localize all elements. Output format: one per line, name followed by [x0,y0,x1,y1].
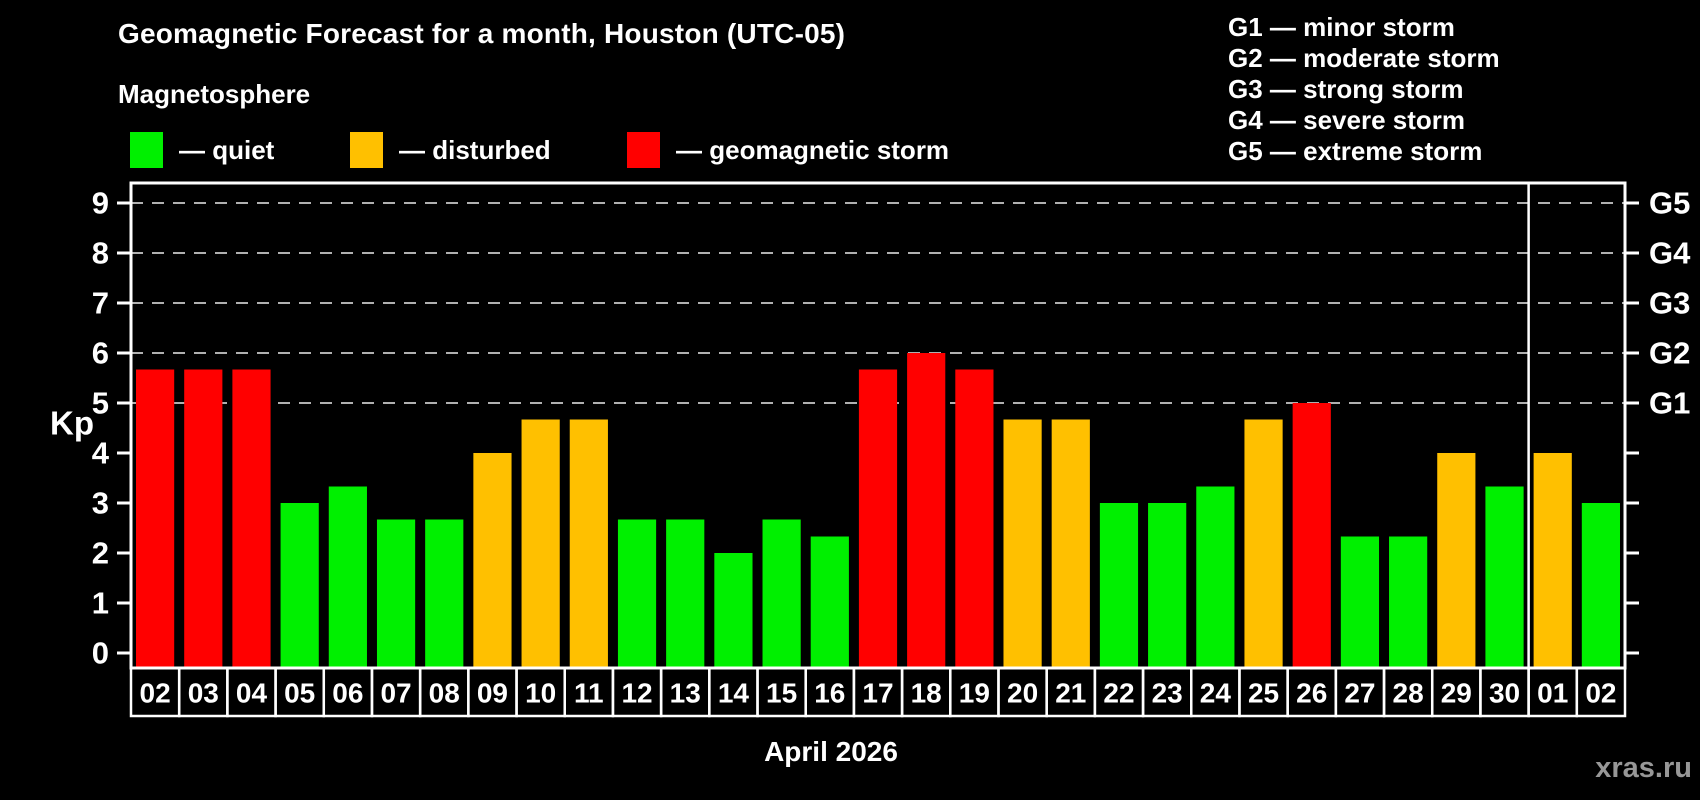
bar-01 [1533,453,1572,668]
date-label-29: 29 [1441,678,1472,709]
bar-23 [1148,503,1187,668]
bar-12 [617,519,657,668]
gscale-legend-line-4: G4 — severe storm [1228,105,1466,135]
y-tick-label-4: 4 [92,436,110,471]
legend-label-storm: — geomagnetic storm [676,134,950,165]
bar-24 [1196,486,1235,668]
date-label-04: 04 [236,678,268,709]
bar-17 [858,369,898,668]
watermark: xras.ru [1595,752,1692,784]
bar-27 [1340,536,1380,668]
right-axis-label-G5: G5 [1649,186,1690,221]
bar-04 [232,369,271,668]
legend-item-quiet: — quiet [130,130,274,170]
date-label-18: 18 [911,678,942,709]
bar-09 [473,453,512,668]
date-box-02 [1575,666,1627,718]
gscale-legend-line-3: G3 — strong storm [1228,74,1464,104]
date-label-21: 21 [1055,678,1086,709]
date-label-30: 30 [1489,678,1520,709]
y-tick-label-8: 8 [92,236,109,271]
bar-02 [1581,503,1620,668]
date-label-24: 24 [1200,678,1232,709]
bar-11 [569,419,608,668]
bar-07 [376,519,416,668]
date-label-03: 03 [188,678,219,709]
bar-13 [666,519,705,668]
bar-22 [1099,503,1139,668]
y-tick-label-1: 1 [92,586,109,621]
bar-08 [425,519,464,668]
chart-subtitle: Magnetosphere [118,79,311,109]
date-label-10: 10 [525,678,556,709]
date-label-19: 19 [959,678,990,709]
y-tick-label-6: 6 [92,336,109,371]
date-label-02: 02 [1585,678,1616,709]
legend-item-disturbed: — disturbed [350,130,551,170]
bar-25 [1244,419,1283,668]
date-label-14: 14 [718,678,750,709]
bar-29 [1437,453,1476,668]
storm-swatch-icon [627,132,660,168]
bar-21 [1051,419,1090,668]
date-label-05: 05 [284,678,315,709]
date-label-11: 11 [574,678,604,709]
date-label-01: 01 [1537,678,1568,709]
legend-label-quiet: — quiet [179,134,275,165]
date-label-08: 08 [429,678,460,709]
bar-28 [1389,536,1428,668]
bar-14 [714,553,753,668]
bar-26 [1292,403,1331,668]
page-title: Geomagnetic Forecast for a month, Housto… [118,18,846,49]
date-label-15: 15 [766,678,797,709]
date-label-28: 28 [1393,678,1424,709]
date-label-23: 23 [1152,678,1183,709]
bar-06 [328,486,367,668]
y-axis-label: Kp [50,405,94,442]
date-label-02: 02 [140,678,171,709]
bar-05 [280,503,319,668]
disturbed-swatch-icon [350,132,383,168]
right-axis-label-G3: G3 [1649,286,1690,321]
date-label-12: 12 [621,678,652,709]
date-label-13: 13 [670,678,701,709]
right-axis-label-G1: G1 [1649,386,1690,421]
bar-30 [1485,486,1524,668]
date-label-26: 26 [1296,678,1327,709]
gscale-legend-line-1: G1 — minor storm [1228,12,1455,42]
date-label-22: 22 [1103,678,1134,709]
date-label-09: 09 [477,678,508,709]
y-tick-label-0: 0 [92,636,109,671]
legend-label-disturbed: — disturbed [399,134,551,165]
date-label-16: 16 [814,678,845,709]
bar-10 [521,419,560,668]
y-tick-label-5: 5 [92,386,109,421]
bar-20 [1003,419,1042,668]
x-axis-month-caption: April 2026 [764,736,898,767]
date-label-27: 27 [1344,678,1375,709]
legend-item-storm: — geomagnetic storm [627,130,949,170]
gscale-legend: G1 — minor storm G2 — moderate storm G3 — … [1228,12,1500,167]
bar-16 [810,536,849,668]
bar-15 [762,519,801,668]
y-tick-label-7: 7 [92,286,109,321]
date-label-17: 17 [862,678,893,709]
gscale-legend-line-5: G5 — extreme storm [1228,136,1483,166]
y-tick-label-2: 2 [92,536,109,571]
date-label-07: 07 [380,678,411,709]
gscale-legend-line-2: G2 — moderate storm [1228,43,1500,73]
bar-19 [955,369,994,668]
date-label-20: 20 [1007,678,1038,709]
bar-03 [184,369,223,668]
bar-18 [907,353,946,668]
date-label-06: 06 [332,678,363,709]
quiet-swatch-icon [130,132,163,168]
y-tick-label-3: 3 [92,486,109,521]
right-axis-label-G2: G2 [1649,336,1690,371]
right-axis-label-G4: G4 [1649,236,1691,271]
bar-02 [136,369,175,668]
date-label-25: 25 [1248,678,1279,709]
y-tick-label-9: 9 [92,186,109,221]
